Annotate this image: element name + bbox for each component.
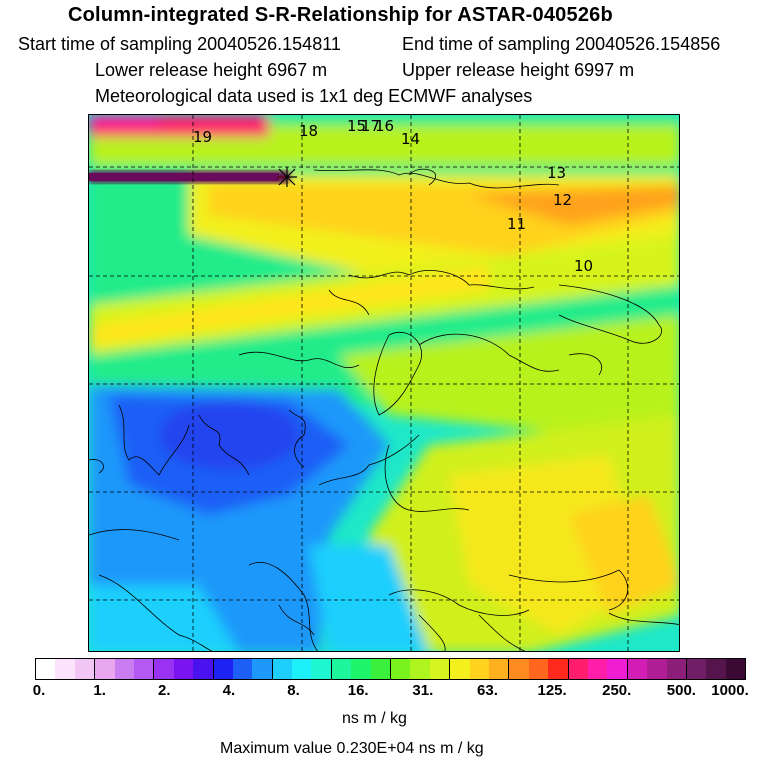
- label-11: 11: [507, 215, 526, 233]
- grid-lines: [89, 115, 679, 651]
- colorbar-tick-label: 500.: [666, 682, 696, 699]
- colorbar-cell: [509, 659, 529, 679]
- met-data-label: Meteorological data used is 1x1 deg ECMW…: [95, 86, 533, 106]
- colorbar-cell: [429, 659, 451, 679]
- release-marker-icon: [277, 167, 297, 187]
- units-label: ns m / kg: [342, 710, 407, 727]
- colorbar-cell: [686, 659, 707, 679]
- colorbar-cell: [568, 659, 588, 679]
- colorbar-cell: [95, 659, 115, 679]
- coastlines: [89, 168, 679, 651]
- colorbar-tick-label: 1.: [93, 682, 106, 699]
- colorbar-cell: [410, 659, 430, 679]
- colorbar-cell: [252, 659, 273, 679]
- label-19: 19: [193, 128, 212, 146]
- colorbar-tick-label: 125.: [537, 682, 567, 699]
- lower-release-label: Lower release height 6967 m: [95, 60, 328, 80]
- colorbar-cell: [74, 659, 96, 679]
- colorbar-tick-label: 16.: [347, 682, 369, 699]
- colorbar-tick-label: 8.: [287, 682, 300, 699]
- label-13: 13: [547, 164, 566, 182]
- colorbar-tick-label: 0.: [32, 682, 46, 699]
- colorbar-cell: [706, 659, 726, 679]
- end-time-label: End time of sampling 20040526.154856: [402, 34, 721, 54]
- colorbar-cell: [351, 659, 371, 679]
- figure-title: Column-integrated S-R-Relationship for A…: [68, 4, 613, 26]
- label-14: 14: [401, 130, 420, 148]
- colorbar-cell: [292, 659, 312, 679]
- map-canvas: 19 18 15 17 16 14 13 12 11 10: [89, 115, 679, 651]
- field-layer: [89, 115, 679, 651]
- label-16: 16: [375, 117, 394, 135]
- max-value-label: Maximum value 0.230E+04 ns m / kg: [220, 740, 484, 757]
- colorbar-cell: [725, 659, 746, 679]
- colorbar-tick-label: 63.: [477, 682, 498, 699]
- colorbar-tick-label: 2.: [158, 682, 171, 699]
- colorbar-cell: [587, 659, 608, 679]
- colorbar-cell: [548, 659, 569, 679]
- colorbar-cell: [55, 659, 75, 679]
- trajectory-labels: 19 18 15 17 16 14 13 12 11 10: [193, 117, 593, 275]
- label-15: 15: [347, 117, 366, 135]
- colorbar-cell: [36, 659, 56, 679]
- colorbar-cell: [133, 659, 155, 679]
- colorbar-cell: [647, 659, 667, 679]
- colorbar-tick-label: 1000.: [711, 682, 749, 699]
- colorbar-cell: [370, 659, 392, 679]
- label-10: 10: [574, 257, 593, 275]
- colorbar-cell: [450, 659, 470, 679]
- colorbar-cell: [232, 659, 253, 679]
- label-17: 17: [361, 117, 380, 135]
- colorbar-cell: [114, 659, 134, 679]
- colorbar-cell: [488, 659, 510, 679]
- colorbar-cell: [528, 659, 549, 679]
- colorbar-cell: [193, 659, 214, 679]
- colorbar-cell: [607, 659, 628, 679]
- colorbar-cell: [173, 659, 194, 679]
- label-12: 12: [553, 191, 572, 209]
- colorbar-cell: [391, 659, 411, 679]
- upper-release-label: Upper release height 6997 m: [402, 60, 635, 80]
- colorbar-tick-label: 31.: [412, 682, 434, 699]
- colorbar: [35, 658, 746, 680]
- colorbar-cell: [213, 659, 233, 679]
- start-time-label: Start time of sampling 20040526.154811: [18, 34, 341, 54]
- colorbar-cell: [272, 659, 293, 679]
- colorbar-cell: [627, 659, 648, 679]
- colorbar-cell: [154, 659, 174, 679]
- colorbar-tick-label: 250.: [602, 682, 632, 699]
- colorbar-cell: [331, 659, 352, 679]
- colorbar-cell: [469, 659, 489, 679]
- sensitivity-map[interactable]: 19 18 15 17 16 14 13 12 11 10: [88, 114, 680, 652]
- colorbar-tick-label: 4.: [222, 682, 236, 699]
- label-18: 18: [299, 122, 318, 140]
- colorbar-cell: [666, 659, 687, 679]
- colorbar-cell: [311, 659, 332, 679]
